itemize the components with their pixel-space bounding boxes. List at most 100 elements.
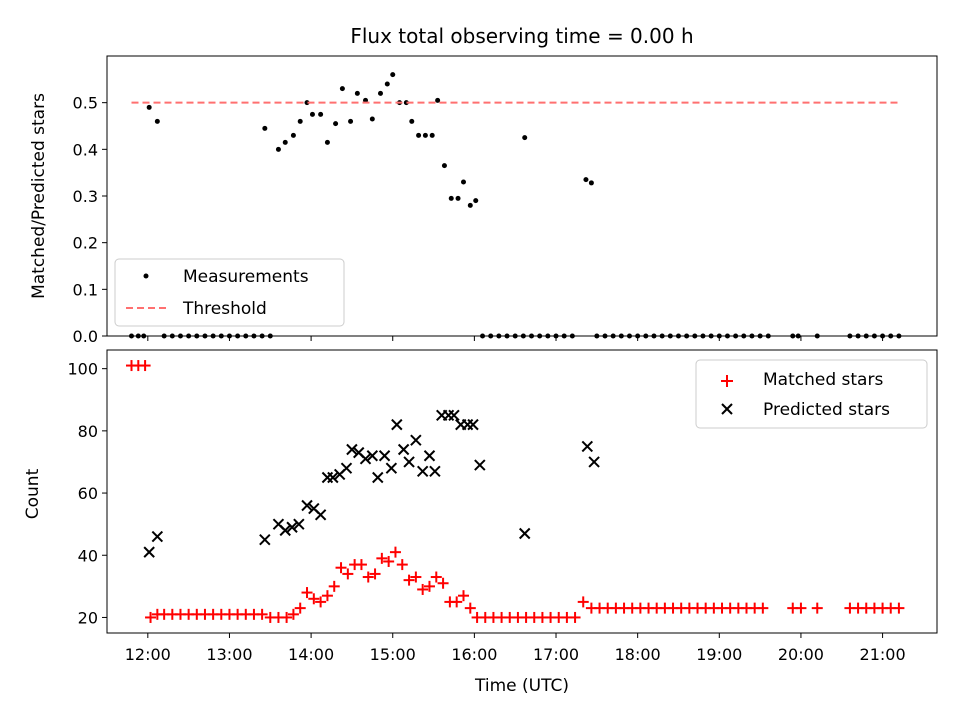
measurement-point [128,333,134,339]
measurement-point [161,333,167,339]
measurement-point [441,163,447,169]
measurement-point [210,333,216,339]
top-y-axis: 0.0 0.1 0.2 0.3 0.4 0.5 [73,94,107,346]
measurement-point [610,333,616,339]
bottom-y-axis-label: Count [23,468,43,519]
matched-stars-point [577,596,589,608]
measurement-point [154,118,160,124]
measurement-point [659,333,665,339]
matched-stars-point [410,571,422,583]
matched-stars-point [451,596,463,608]
measurement-point [135,333,141,339]
measurement-point [146,104,152,110]
matched-stars-point [321,590,333,602]
top-legend-box [114,258,345,327]
matched-legend-marker [721,375,733,387]
measurement-point [226,333,232,339]
predicted-stars-point [385,462,398,474]
y-tick-label: 0.1 [73,280,98,299]
measurement-point [488,333,494,339]
predicted-stars-point [429,465,441,477]
measurement-point [235,333,241,339]
measurement-point [847,333,853,339]
matched-stars-point [308,593,320,605]
measurements-legend-marker [143,273,149,279]
predicted-stars-point [588,456,600,468]
measurement-point [480,333,486,339]
predicted-stars-point [259,533,271,546]
x-tick-label: 13:00 [206,645,252,664]
measurement-point [708,333,714,339]
matched-stars-point [281,611,293,623]
measurement-point [537,333,543,339]
measurement-point [602,333,608,339]
matched-stars-point [757,602,769,614]
predicted-stars-point [143,546,155,558]
y-tick-label: 0.2 [73,234,98,253]
measurement-point [194,333,200,339]
measurement-point [460,179,466,185]
measurement-point [583,177,589,183]
predicted-stars-point [423,450,436,462]
predicted-stars-point [397,443,410,456]
measurement-point [561,333,567,339]
measurement-point [309,111,315,117]
top-panel: 0.0 0.1 0.2 0.3 0.4 0.5 Matched/Predicted sta… [29,55,938,346]
x-tick-label: 16:00 [451,645,497,664]
measurement-point [594,333,600,339]
measurement-point [473,198,479,204]
measurement-point [522,135,528,141]
matched-stars-point [811,602,823,614]
measurement-point [626,333,632,339]
measurements-legend-label: Measurements [183,267,309,287]
measurement-point [496,333,502,339]
measurement-point [259,333,265,339]
matched-stars-point [328,580,340,592]
predicted-legend-label: Predicted stars [763,400,890,420]
measurement-point [333,121,339,127]
measurement-point [684,333,690,339]
measurement-point [339,86,345,92]
measurement-point [324,139,330,145]
matched-stars-point [569,611,581,623]
predicted-stars-point [279,524,291,537]
measurement-point [545,333,551,339]
measurement-point [141,333,147,339]
x-tick-label: 15:00 [370,645,416,664]
x-tick-label: 14:00 [288,645,334,664]
matched-stars-point [139,360,151,372]
measurement-point [757,333,763,339]
matched-stars-point [301,587,313,599]
measurement-point [700,333,706,339]
predicted-stars-point [346,443,358,456]
y-tick-label: 40 [78,546,98,565]
predicted-stars-point [416,465,429,477]
measurement-point [363,97,369,103]
measurement-point [435,97,441,103]
measurement-point [504,333,510,339]
matched-stars-point [464,602,476,614]
measurement-point [409,118,415,124]
measurement-point [251,333,257,339]
x-tick-label: 17:00 [533,645,579,664]
predicted-legend-marker [721,403,733,415]
top-y-axis-label: Matched/Predicted stars [29,93,49,299]
matched-stars-point [287,608,299,620]
matched-legend-label: Matched stars [763,370,883,390]
measurement-point [520,333,526,339]
matched-stars-point [355,559,367,571]
bottom-plot-frame [106,349,938,634]
matched-stars-point [383,555,395,567]
bottom-legend: Matched stars Predicted stars [695,359,928,429]
measurement-point [643,333,649,339]
measurement-point [512,333,518,339]
matched-stars-point [437,577,449,589]
measurement-point [186,333,192,339]
measurement-point [448,195,454,201]
predicted-stars-point [442,409,455,422]
bottom-series [125,360,905,623]
top-legend: Measurements Threshold [114,258,345,327]
bottom-panel: 20 40 60 80 100 12:00 13:00 14:00 15:00 16:00 17:… [23,349,938,696]
measurement-point [733,333,739,339]
